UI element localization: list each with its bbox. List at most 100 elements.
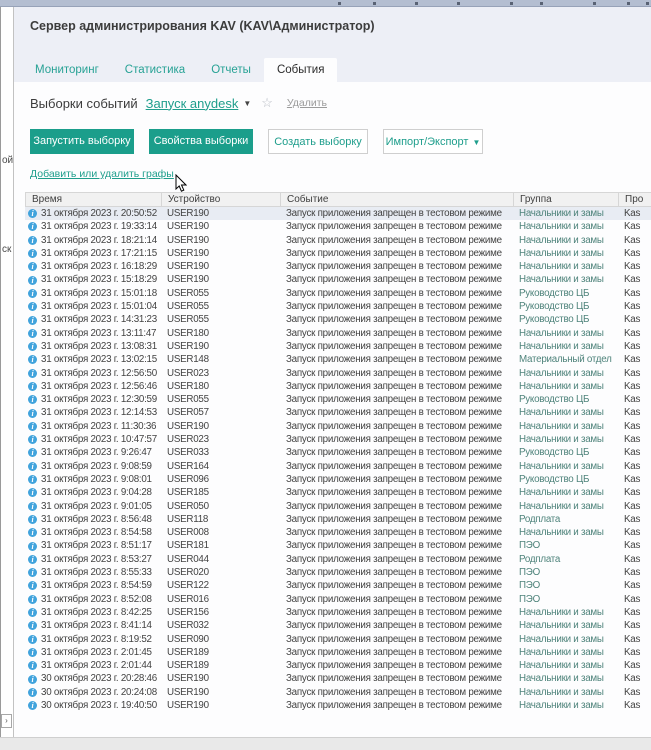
info-icon: i [28, 368, 37, 378]
cell-device: USER190 [167, 274, 209, 286]
cell-program: Kas [624, 314, 641, 326]
table-row[interactable]: i 31 октября 2023 г. 18:21:14 USER190 Запус… [25, 234, 651, 247]
table-row[interactable]: i 31 октября 2023 г. 8:55:33 USER020 Запуск… [25, 566, 651, 579]
table-row[interactable]: i 31 октября 2023 г. 12:30:59 USER055 Запус… [25, 393, 651, 406]
table-row[interactable]: i 31 октября 2023 г. 9:26:47 USER033 Запуск… [25, 446, 651, 459]
table-row[interactable]: i 31 октября 2023 г. 8:41:14 USER032 Запуск… [25, 619, 651, 632]
cell-event: Запуск приложения запрещен в тестовом ре… [286, 513, 502, 525]
table-row[interactable]: i 31 октября 2023 г. 8:42:25 USER156 Запуск… [25, 606, 651, 619]
table-row[interactable]: i 31 октября 2023 г. 19:33:14 USER190 Запус… [25, 220, 651, 233]
cell-event: Запуск приложения запрещен в тестовом ре… [286, 340, 502, 352]
table-row[interactable]: i 31 октября 2023 г. 17:21:15 USER190 Запус… [25, 247, 651, 260]
table-row[interactable]: i 31 октября 2023 г. 12:56:46 USER180 Запус… [25, 380, 651, 393]
table-row[interactable]: i 31 октября 2023 г. 2:01:45 USER189 Запуск… [25, 646, 651, 659]
cell-event: Запуск приложения запрещен в тестовом ре… [286, 420, 502, 432]
selection-dropdown-link[interactable]: Запуск anydesk [145, 95, 239, 111]
cell-time: i 31 октября 2023 г. 15:01:18 [25, 287, 161, 300]
table-row[interactable]: i 31 октября 2023 г. 13:11:47 USER180 Запус… [25, 327, 651, 340]
table-row[interactable]: i 31 октября 2023 г. 11:30:36 USER190 Запус… [25, 420, 651, 433]
table-row[interactable]: i 31 октября 2023 г. 9:08:59 USER164 Запуск… [25, 460, 651, 473]
cell-program: Kas [624, 699, 641, 711]
cell-time-text: 31 октября 2023 г. 8:51:17 [41, 540, 152, 552]
cell-device: USER044 [167, 553, 209, 565]
cell-event: Запуск приложения запрещен в тестовом ре… [286, 567, 502, 579]
table-row[interactable]: i 31 октября 2023 г. 9:08:01 USER096 Запуск… [25, 473, 651, 486]
cell-group: Руководство ЦБ [519, 473, 590, 485]
info-icon: i [28, 581, 37, 591]
cell-group: Начальники и замы [519, 500, 604, 512]
table-row[interactable]: i 30 октября 2023 г. 20:24:08 USER190 Запус… [25, 686, 651, 699]
cell-device: USER190 [167, 221, 209, 233]
table-row[interactable]: i 31 октября 2023 г. 15:01:04 USER055 Запус… [25, 300, 651, 313]
table-row[interactable]: i 31 октября 2023 г. 8:54:59 USER122 Запуск… [25, 579, 651, 592]
cell-event: Запуск приложения запрещен в тестовом ре… [286, 699, 502, 711]
column-header-device[interactable]: Устройство [162, 193, 281, 206]
table-row[interactable]: i 31 октября 2023 г. 12:56:50 USER023 Запус… [25, 367, 651, 380]
table-row[interactable]: i 31 октября 2023 г. 13:02:15 USER148 Запус… [25, 353, 651, 366]
table-row[interactable]: i 31 октября 2023 г. 20:50:52 USER190 Запус… [25, 207, 651, 221]
column-header-time[interactable]: Время [26, 193, 162, 206]
table-row[interactable]: i 31 октября 2023 г. 2:01:44 USER189 Запуск… [25, 659, 651, 672]
cell-time: i 31 октября 2023 г. 13:02:15 [25, 353, 161, 366]
table-row[interactable]: i 31 октября 2023 г. 8:53:27 USER044 Запуск… [25, 553, 651, 566]
side-panel-expand-button[interactable]: › [1, 714, 12, 728]
strip-tick [338, 2, 341, 5]
cell-event: Запуск приложения запрещен в тестовом ре… [286, 460, 502, 472]
import-export-button[interactable]: Импорт/Экспорт ▼ [383, 129, 483, 154]
collapsed-side-panel[interactable]: ой ск [0, 7, 14, 737]
cell-program: Kas [624, 247, 641, 259]
tab-events[interactable]: События [263, 58, 338, 82]
cell-device: USER008 [167, 527, 209, 539]
table-row[interactable]: i 31 октября 2023 г. 9:04:28 USER185 Запуск… [25, 486, 651, 499]
cell-time: i 31 октября 2023 г. 8:52:08 [25, 593, 161, 606]
strip-tick [373, 2, 376, 5]
info-icon: i [28, 342, 37, 352]
table-row[interactable]: i 31 октября 2023 г. 15:01:18 USER055 Запус… [25, 287, 651, 300]
table-row[interactable]: i 31 октября 2023 г. 8:52:08 USER016 Запуск… [25, 593, 651, 606]
table-row[interactable]: i 31 октября 2023 г. 12:14:53 USER057 Запус… [25, 406, 651, 419]
table-row[interactable]: i 31 октября 2023 г. 15:18:29 USER190 Запус… [25, 273, 651, 286]
tab-statistics[interactable]: Статистика [124, 64, 186, 76]
cell-time-text: 31 октября 2023 г. 19:33:14 [41, 221, 157, 233]
table-row[interactable]: i 31 октября 2023 г. 9:01:05 USER050 Запуск… [25, 500, 651, 513]
cell-event: Запуск приложения запрещен в тестовом ре… [286, 553, 502, 565]
cell-program: Kas [624, 540, 641, 552]
cell-time: i 31 октября 2023 г. 8:41:14 [25, 619, 161, 632]
table-row[interactable]: i 31 октября 2023 г. 8:54:58 USER008 Запуск… [25, 526, 651, 539]
selection-properties-button[interactable]: Свойства выборки [149, 129, 253, 154]
create-selection-button[interactable]: Создать выборку [268, 129, 368, 154]
tab-monitoring[interactable]: Мониторинг [35, 64, 99, 76]
tab-reports[interactable]: Отчеты [211, 64, 251, 76]
cell-device: USER189 [167, 646, 209, 658]
favorite-star-icon[interactable]: ☆ [261, 95, 273, 110]
column-header-program[interactable]: Про [619, 193, 651, 206]
table-row[interactable]: i 31 октября 2023 г. 8:51:17 USER181 Запуск… [25, 539, 651, 552]
cell-event: Запуск приложения запрещен в тестовом ре… [286, 208, 502, 219]
run-selection-button[interactable]: Запустить выборку [30, 129, 134, 154]
table-row[interactable]: i 31 октября 2023 г. 10:47:57 USER023 Запус… [25, 433, 651, 446]
info-icon: i [28, 647, 37, 657]
table-row[interactable]: i 31 октября 2023 г. 14:31:23 USER055 Запус… [25, 313, 651, 326]
cell-program: Kas [624, 620, 641, 632]
table-row[interactable]: i 31 октября 2023 г. 8:56:48 USER118 Запуск… [25, 513, 651, 526]
cell-group: Начальники и замы [519, 487, 604, 499]
edit-columns-link[interactable]: Добавить или удалить графы [30, 168, 174, 180]
table-row[interactable]: i 31 октября 2023 г. 16:18:29 USER190 Запус… [25, 260, 651, 273]
cell-event: Запуск приложения запрещен в тестовом ре… [286, 221, 502, 233]
info-icon: i [28, 235, 37, 245]
cell-time: i 31 октября 2023 г. 18:21:14 [25, 234, 161, 247]
info-icon: i [28, 302, 37, 312]
cell-group: Начальники и замы [519, 434, 604, 446]
delete-selection-link[interactable]: Удалить [286, 97, 327, 109]
column-header-event[interactable]: Событие [281, 193, 514, 206]
chevron-down-icon[interactable]: ▼ [243, 99, 252, 108]
table-row[interactable]: i 30 октября 2023 г. 20:28:46 USER190 Запус… [25, 672, 651, 685]
cell-group: Начальники и замы [519, 699, 604, 711]
table-row[interactable]: i 30 октября 2023 г. 19:40:50 USER190 Запус… [25, 699, 651, 712]
cell-time-text: 30 октября 2023 г. 20:24:08 [41, 686, 157, 698]
table-row[interactable]: i 31 октября 2023 г. 8:19:52 USER090 Запуск… [25, 633, 651, 646]
cell-device: USER055 [167, 287, 209, 299]
cell-group: Начальники и замы [519, 221, 604, 233]
column-header-group[interactable]: Группа [514, 193, 619, 206]
table-row[interactable]: i 31 октября 2023 г. 13:08:31 USER190 Запус… [25, 340, 651, 353]
